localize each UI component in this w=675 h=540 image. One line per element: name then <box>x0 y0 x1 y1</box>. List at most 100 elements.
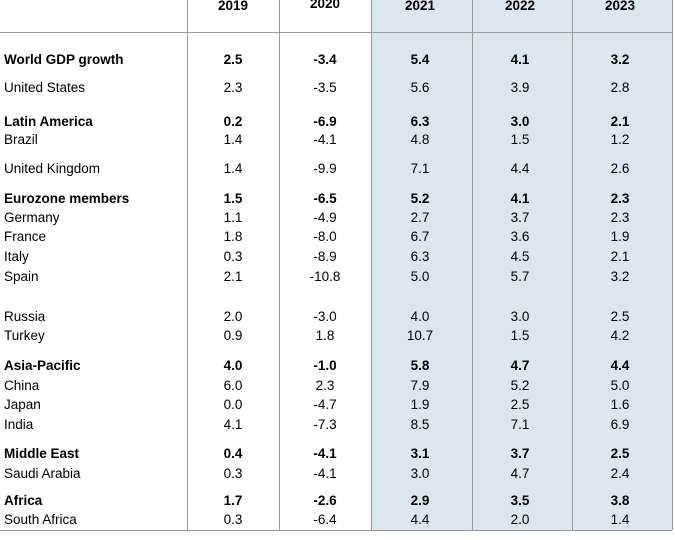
column-header: 2021 <box>404 0 436 13</box>
row-label: Italy <box>4 249 29 264</box>
table-cell: 0.9 <box>223 328 243 343</box>
table-cell: 6.3 <box>410 114 430 129</box>
header-rule <box>0 32 672 33</box>
row-label: China <box>4 378 40 393</box>
row-label: Eurozone members <box>4 191 130 206</box>
table-cell: 2.3 <box>223 80 243 95</box>
row-label: South Africa <box>4 512 77 527</box>
table-cell: 2.1 <box>610 249 630 264</box>
table-cell: 5.4 <box>410 52 430 67</box>
table-cell: 2.4 <box>610 466 630 481</box>
column-divider <box>672 0 673 530</box>
table-cell: 1.9 <box>410 397 430 412</box>
table-cell: 4.7 <box>510 466 530 481</box>
table-cell: 7.1 <box>410 161 430 176</box>
table-cell: 5.6 <box>410 80 430 95</box>
table-cell: 10.7 <box>406 328 434 343</box>
table-cell: 3.0 <box>510 114 530 129</box>
table-cell: 4.1 <box>510 191 530 206</box>
table-cell: 0.4 <box>223 446 243 461</box>
table-cell: 3.2 <box>610 52 630 67</box>
table-cell: 4.4 <box>410 512 430 527</box>
table-cell: -8.0 <box>313 229 337 244</box>
table-cell: 6.7 <box>410 229 430 244</box>
table-cell: 2.3 <box>315 378 335 393</box>
table-cell: 4.0 <box>223 358 243 373</box>
table-cell: 1.6 <box>610 397 630 412</box>
table-cell: 2.0 <box>223 309 243 324</box>
row-label: Middle East <box>4 446 80 461</box>
table-cell: 2.7 <box>410 210 430 225</box>
table-cell: 4.2 <box>610 328 630 343</box>
table-cell: 2.5 <box>610 446 630 461</box>
table-cell: 1.5 <box>510 328 530 343</box>
table-cell: 3.8 <box>610 493 630 508</box>
table-cell: -4.9 <box>313 210 337 225</box>
table-cell: 7.9 <box>410 378 430 393</box>
table-cell: 2.6 <box>610 161 630 176</box>
table-cell: 3.7 <box>510 446 530 461</box>
table-cell: -3.4 <box>313 52 337 67</box>
table-cell: 5.0 <box>610 378 630 393</box>
table-cell: 4.5 <box>510 249 530 264</box>
row-label: Japan <box>4 397 41 412</box>
row-label: Russia <box>4 309 46 324</box>
table-cell: 3.2 <box>610 269 630 284</box>
table-cell: 0.3 <box>223 466 243 481</box>
row-label: Africa <box>4 493 43 508</box>
table-cell: 5.2 <box>510 378 530 393</box>
table-cell: 1.4 <box>223 161 243 176</box>
table-cell: -9.9 <box>313 161 337 176</box>
table-cell: 2.9 <box>410 493 430 508</box>
table-cell: 4.1 <box>223 417 243 432</box>
row-label: World GDP growth <box>4 52 124 67</box>
table-cell: 7.1 <box>510 417 530 432</box>
row-label: Asia-Pacific <box>4 358 81 373</box>
table-cell: 4.4 <box>610 358 630 373</box>
table-cell: 3.9 <box>510 80 530 95</box>
table-cell: 0.2 <box>223 114 243 129</box>
table-cell: -6.4 <box>313 512 337 527</box>
table-cell: 1.1 <box>223 210 243 225</box>
table-cell: 3.1 <box>410 446 430 461</box>
table-cell: 1.2 <box>610 132 630 147</box>
column-divider <box>279 0 280 530</box>
table-cell: 1.5 <box>223 191 243 206</box>
table-cell: 0.3 <box>223 512 243 527</box>
table-cell: 3.0 <box>510 309 530 324</box>
table-cell: 1.8 <box>223 229 243 244</box>
table-cell: 6.3 <box>410 249 430 264</box>
table-cell: 4.1 <box>510 52 530 67</box>
table-cell: 2.3 <box>610 210 630 225</box>
table-cell: 2.3 <box>610 191 630 206</box>
table-cell: 5.2 <box>410 191 430 206</box>
table-cell: -3.0 <box>313 309 337 324</box>
table-cell: -6.9 <box>313 114 337 129</box>
table-cell: 8.5 <box>410 417 430 432</box>
column-divider <box>572 0 573 530</box>
table-cell: -10.8 <box>309 269 341 284</box>
table-cell: 1.8 <box>315 328 335 343</box>
row-label: United States <box>4 80 86 95</box>
table-cell: -2.6 <box>313 493 337 508</box>
row-label: Turkey <box>4 328 45 343</box>
table-cell: 3.5 <box>510 493 530 508</box>
table-cell: 2.1 <box>223 269 243 284</box>
column-divider <box>371 0 372 530</box>
table-cell: 2.0 <box>510 512 530 527</box>
table-cell: 4.7 <box>510 358 530 373</box>
table-cell: 1.4 <box>610 512 630 527</box>
column-divider <box>472 0 473 530</box>
table-cell: -1.0 <box>313 358 337 373</box>
table-cell: 2.5 <box>610 309 630 324</box>
row-label: United Kingdom <box>4 161 101 176</box>
table-cell: -4.7 <box>313 397 337 412</box>
row-label: Latin America <box>4 114 93 129</box>
table-cell: -4.1 <box>313 446 337 461</box>
table-cell: 4.4 <box>510 161 530 176</box>
table-cell: 2.1 <box>610 114 630 129</box>
bottom-rule <box>0 530 672 531</box>
row-label: Spain <box>4 269 39 284</box>
table-cell: 4.8 <box>410 132 430 147</box>
table-cell: -7.3 <box>313 417 337 432</box>
